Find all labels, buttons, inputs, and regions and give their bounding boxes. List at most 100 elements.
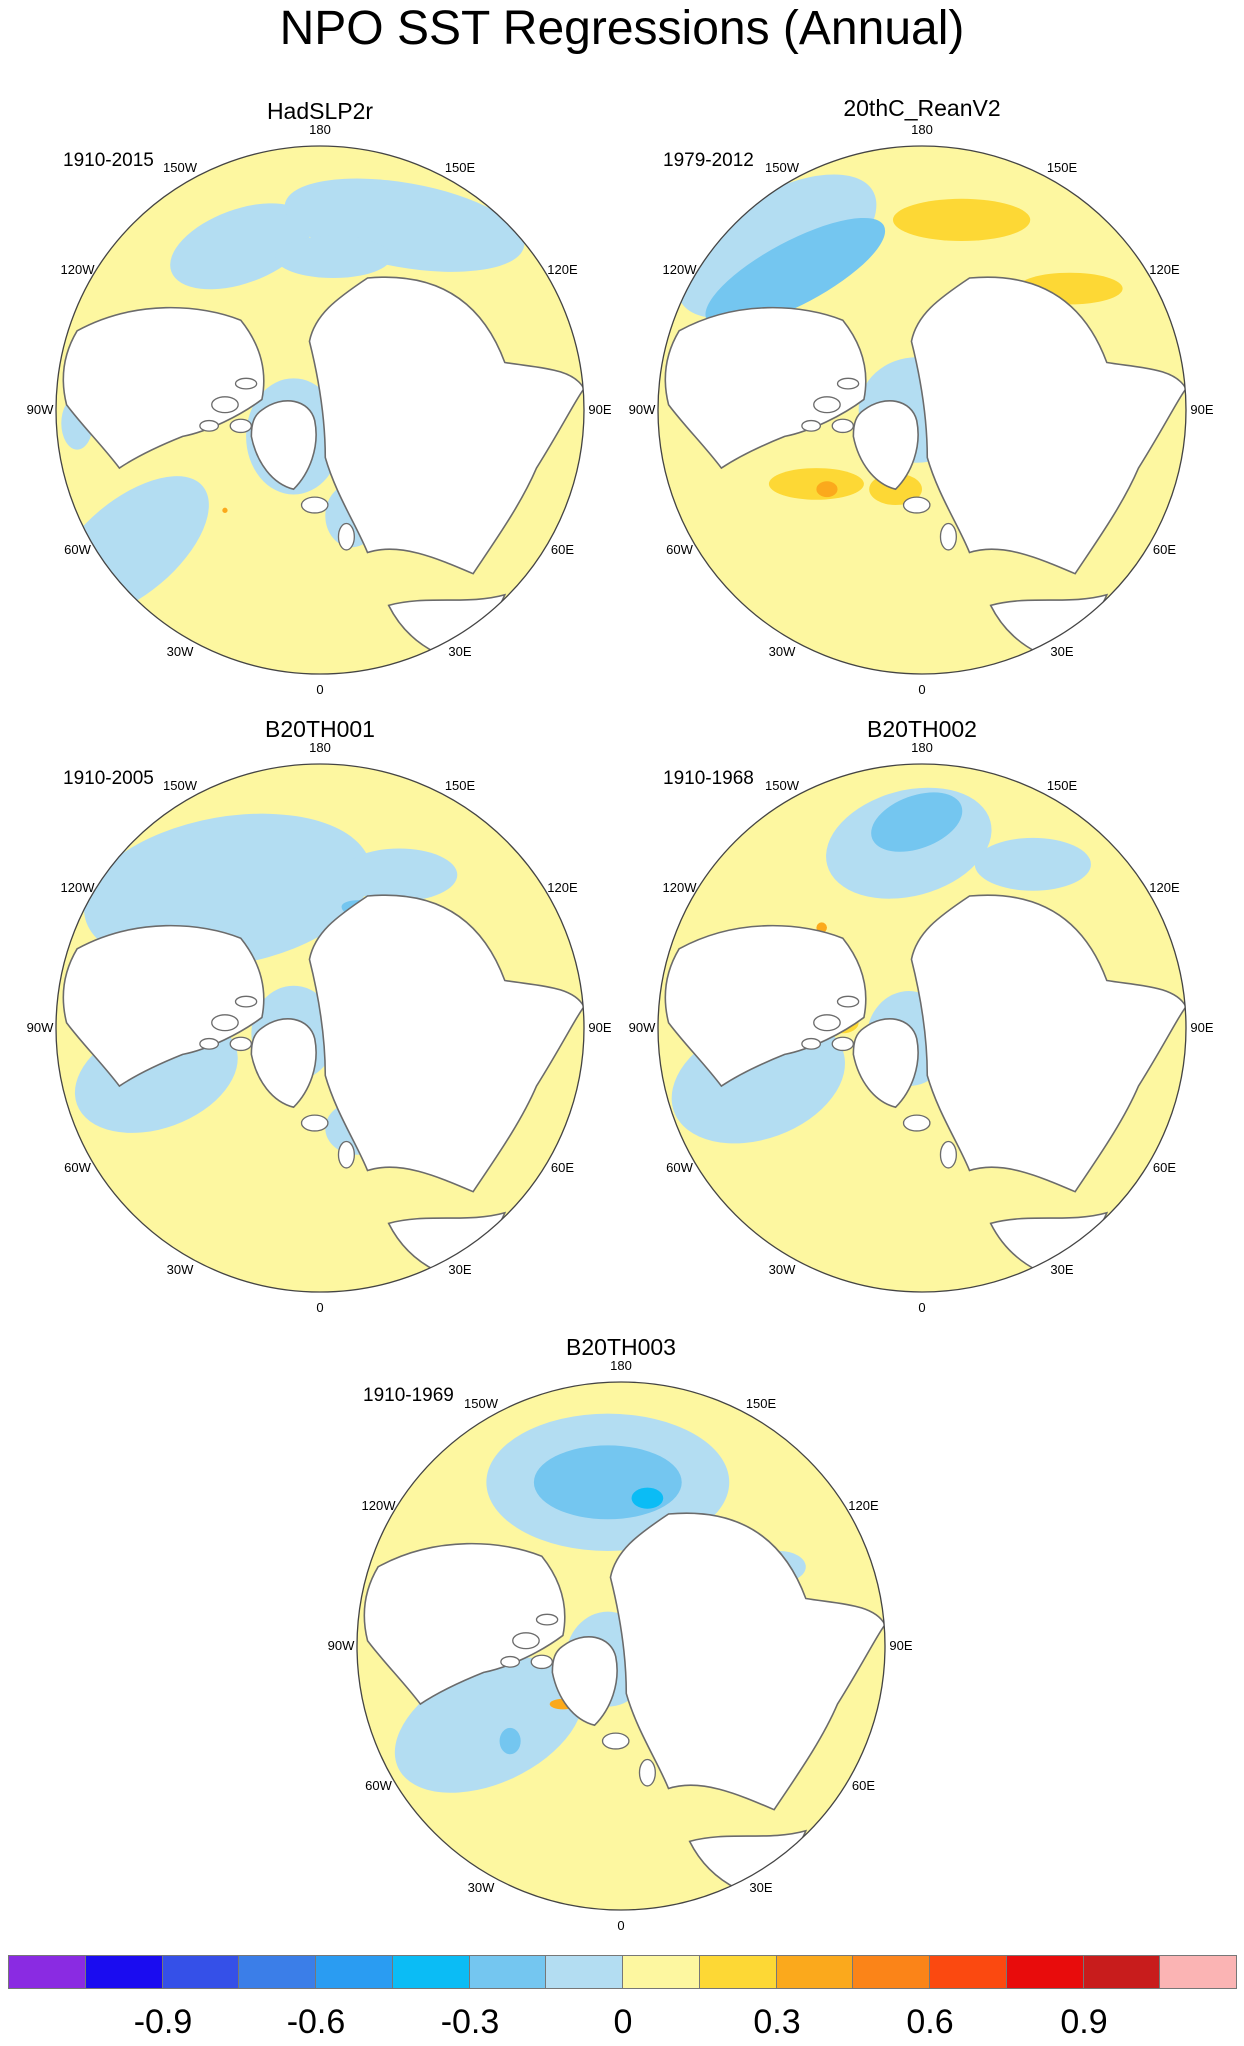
sst-anomaly-patch <box>499 1727 521 1755</box>
longitude-label: 90W <box>628 402 656 417</box>
colorbar-label: -0.3 <box>440 2003 500 2041</box>
colorbar-label: 0.9 <box>1060 2003 1108 2041</box>
longitude-label: 150W <box>163 159 197 175</box>
island <box>831 418 855 434</box>
colorbar-swatch <box>161 1955 240 1989</box>
sst-anomaly-patch <box>705 217 886 328</box>
polar-map-hadslp2r <box>55 145 585 675</box>
island <box>801 419 822 432</box>
longitude-label: 0 <box>316 1300 324 1315</box>
landmass-greenland <box>250 400 317 491</box>
sst-anomaly-patch <box>768 468 864 500</box>
longitude-label: 30E <box>1050 1262 1074 1278</box>
landmass-eurasia <box>910 276 1186 575</box>
map-boundary <box>657 145 1187 675</box>
landmass-eurasia <box>609 1512 885 1811</box>
longitude-label: 90W <box>628 1020 656 1035</box>
longitude-label: 30W <box>166 644 194 660</box>
longitude-label: 90E <box>1190 402 1214 417</box>
island-iceland <box>601 1732 630 1750</box>
panel-title-b20th003: B20TH003 <box>566 1334 676 1360</box>
island-british-isles <box>337 1140 355 1169</box>
longitude-label: 120E <box>547 880 578 895</box>
longitude-label: 0 <box>918 682 926 697</box>
island <box>813 396 841 414</box>
map-boundary <box>55 763 585 1293</box>
island-iceland <box>902 496 931 514</box>
longitude-label: 180 <box>610 1358 632 1373</box>
landmass-north-america <box>664 924 867 1088</box>
longitude-label: 60W <box>64 1160 91 1175</box>
sst-field <box>357 1382 885 1910</box>
colorbar <box>8 1955 1237 1989</box>
longitude-label: 120W <box>662 262 697 277</box>
landmass-north-america <box>363 1542 566 1706</box>
colorbar-swatch <box>852 1955 930 1989</box>
longitude-label: 60W <box>666 542 693 557</box>
island <box>234 995 258 1008</box>
longitude-label: 180 <box>309 122 331 137</box>
longitude-label: 30E <box>749 1880 773 1896</box>
landmass-eurasia <box>308 894 584 1193</box>
island <box>199 419 220 432</box>
sst-anomaly-patch <box>170 203 312 290</box>
colorbar-swatch <box>315 1955 393 1989</box>
colorbar-label: -0.6 <box>286 2003 346 2041</box>
panel-title-b20th001: B20TH001 <box>265 716 375 742</box>
longitude-label: 150E <box>1046 777 1078 793</box>
longitude-label: 180 <box>911 740 933 755</box>
longitude-label: 150E <box>444 159 476 175</box>
longitude-label: 90W <box>26 402 54 417</box>
island <box>500 1655 521 1668</box>
colorbar-label: -0.9 <box>133 2003 193 2041</box>
island <box>831 1036 855 1052</box>
polar-map-20thc-reanv2 <box>657 145 1187 675</box>
longitude-label: 60W <box>365 1778 392 1793</box>
landmass-greenland <box>551 1636 618 1727</box>
longitude-label: 30W <box>166 1262 194 1278</box>
panel-title-20thc-reanv2: 20thC_ReanV2 <box>843 95 1001 121</box>
longitude-label: 30W <box>467 1880 495 1896</box>
colorbar-swatch <box>1082 1955 1161 1989</box>
island <box>211 1014 239 1032</box>
island-british-isles <box>939 1140 957 1169</box>
sst-field <box>56 146 584 674</box>
longitude-label: 30E <box>448 644 472 660</box>
island-iceland <box>300 496 329 514</box>
island-british-isles <box>337 522 355 551</box>
longitude-label: 0 <box>918 1300 926 1315</box>
sst-field <box>658 764 1186 1292</box>
sst-anomaly-patch <box>533 1445 682 1520</box>
longitude-label: 120E <box>1149 262 1180 277</box>
island-iceland <box>300 1114 329 1132</box>
island <box>211 396 239 414</box>
colorbar-swatch <box>622 1955 700 1989</box>
longitude-label: 150W <box>765 777 799 793</box>
island-british-isles <box>939 522 957 551</box>
longitude-label: 60W <box>666 1160 693 1175</box>
longitude-label: 90E <box>1190 1020 1214 1035</box>
colorbar-swatch <box>545 1955 623 1989</box>
longitude-label: 0 <box>617 1918 625 1933</box>
longitude-label: 90E <box>889 1638 913 1653</box>
longitude-label: 180 <box>309 740 331 755</box>
sst-field <box>56 764 584 1292</box>
panel-title-b20th002: B20TH002 <box>867 716 977 742</box>
longitude-label: 120W <box>60 262 95 277</box>
colorbar-label: 0.6 <box>906 2003 954 2041</box>
longitude-label: 150W <box>464 1395 498 1411</box>
sst-anomaly-patch <box>871 792 963 852</box>
sst-anomaly-patch <box>974 837 1091 891</box>
longitude-label: 60W <box>64 542 91 557</box>
longitude-label: 90E <box>588 1020 612 1035</box>
island <box>530 1654 554 1670</box>
longitude-label: 90E <box>588 402 612 417</box>
longitude-label: 150E <box>444 777 476 793</box>
longitude-label: 120W <box>662 880 697 895</box>
period-label-20thc-reanv2: 1979-2012 <box>663 150 754 171</box>
island <box>836 995 860 1008</box>
longitude-label: 120E <box>1149 880 1180 895</box>
longitude-label: 150E <box>745 1395 777 1411</box>
sst-anomaly-patch <box>816 481 838 498</box>
colorbar-swatch <box>929 1955 1007 1989</box>
